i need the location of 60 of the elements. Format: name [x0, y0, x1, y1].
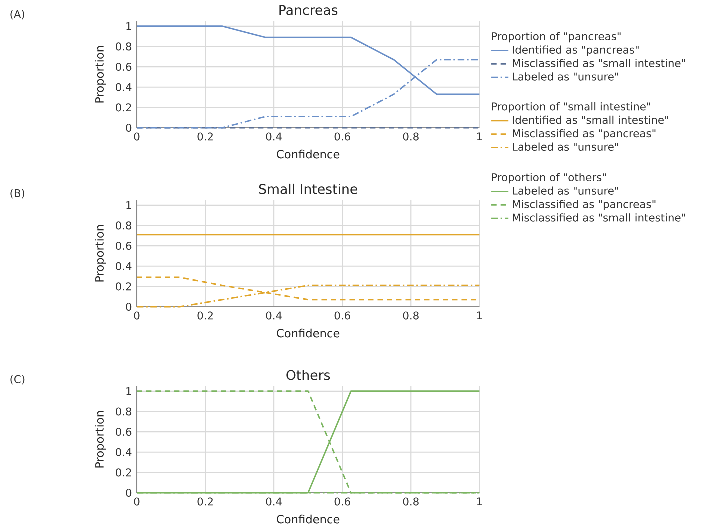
x-tick-label: 0.4 — [266, 312, 282, 320]
y-tick-label: 0.6 — [116, 428, 132, 436]
x-tick-label: 0.8 — [403, 132, 419, 141]
text: (C) — [10, 375, 25, 385]
y-tick-label: 0.4 — [116, 448, 132, 456]
x-tick-label: 0.2 — [198, 312, 213, 320]
legend-label: Misclassified as "pancreas" — [513, 129, 656, 140]
x-tick-label: 0.6 — [334, 312, 350, 320]
legend-label: Identified as "small intestine" — [513, 116, 668, 124]
x-tick-label: 0.2 — [198, 132, 213, 141]
x-tick-label: 0.8 — [403, 312, 419, 320]
x-tick-label: 0 — [134, 132, 140, 141]
y-tick-label: 1 — [126, 388, 132, 396]
legend-label: Misclassified as "pancreas" — [513, 200, 656, 210]
y-tick-label: 0.2 — [116, 468, 132, 477]
legend-label: Identified as "pancreas" — [513, 46, 639, 56]
x-tick-label: 0 — [134, 312, 140, 320]
y-tick-label: 0.8 — [116, 222, 132, 230]
x-tick-label: 1 — [477, 132, 482, 140]
y-tick-label: 0 — [126, 488, 132, 498]
legend-title: Proportion of "small intestine" — [492, 102, 650, 113]
legend-label: Labeled as "unsure" — [513, 72, 618, 81]
text: (B) — [10, 189, 25, 199]
y-tick-label: 0.6 — [116, 63, 132, 72]
y-tick-label: 0.4 — [116, 83, 132, 92]
y-axis-title: Proportion — [95, 411, 106, 468]
x-tick-label: 0 — [134, 498, 140, 506]
chart-title: Pancreas — [280, 5, 338, 16]
y-tick-label: 0.6 — [116, 242, 132, 250]
x-tick-label: 0.6 — [334, 498, 350, 506]
y-axis-title: Proportion — [95, 46, 106, 103]
legend-label: Misclassified as "small intestine" — [513, 214, 686, 222]
y-axis-title: Proportion — [95, 225, 106, 282]
x-tick-label: 0.4 — [266, 498, 282, 506]
legend-label: Labeled as "unsure" — [513, 142, 618, 152]
x-tick-label: 1 — [477, 312, 482, 320]
legend-title: Proportion of "pancreas" — [492, 32, 621, 43]
text: (A) — [10, 10, 24, 20]
y-tick-label: 0.8 — [116, 408, 132, 416]
y-tick-label: 0.4 — [116, 262, 132, 270]
y-tick-label: 0.2 — [116, 282, 132, 291]
x-tick-label: 0.8 — [403, 498, 419, 506]
y-tick-label: 0.2 — [116, 104, 132, 112]
legend-title: Proportion of "others" — [492, 173, 606, 184]
chart-title: Small Intestine — [259, 184, 358, 194]
y-tick-label: 0 — [126, 124, 132, 132]
x-tick-label: 0.4 — [266, 132, 282, 141]
legend-label: Labeled as "unsure" — [513, 186, 618, 195]
y-tick-label: 0.8 — [116, 42, 132, 51]
x-tick-label: 0.2 — [198, 498, 213, 506]
x-tick-label: 1 — [477, 498, 482, 506]
legend-label: Misclassified as "small intestine" — [513, 59, 686, 68]
chart-title: Others — [286, 370, 330, 380]
x-tick-label: 0.6 — [334, 132, 350, 141]
x-axis-title: Confidence — [277, 150, 340, 159]
x-axis-title: Confidence — [277, 514, 340, 524]
x-axis-title: Confidence — [277, 328, 340, 338]
y-tick-label: 1 — [126, 202, 132, 210]
y-tick-label: 0 — [126, 302, 132, 312]
y-tick-label: 1 — [126, 22, 132, 30]
